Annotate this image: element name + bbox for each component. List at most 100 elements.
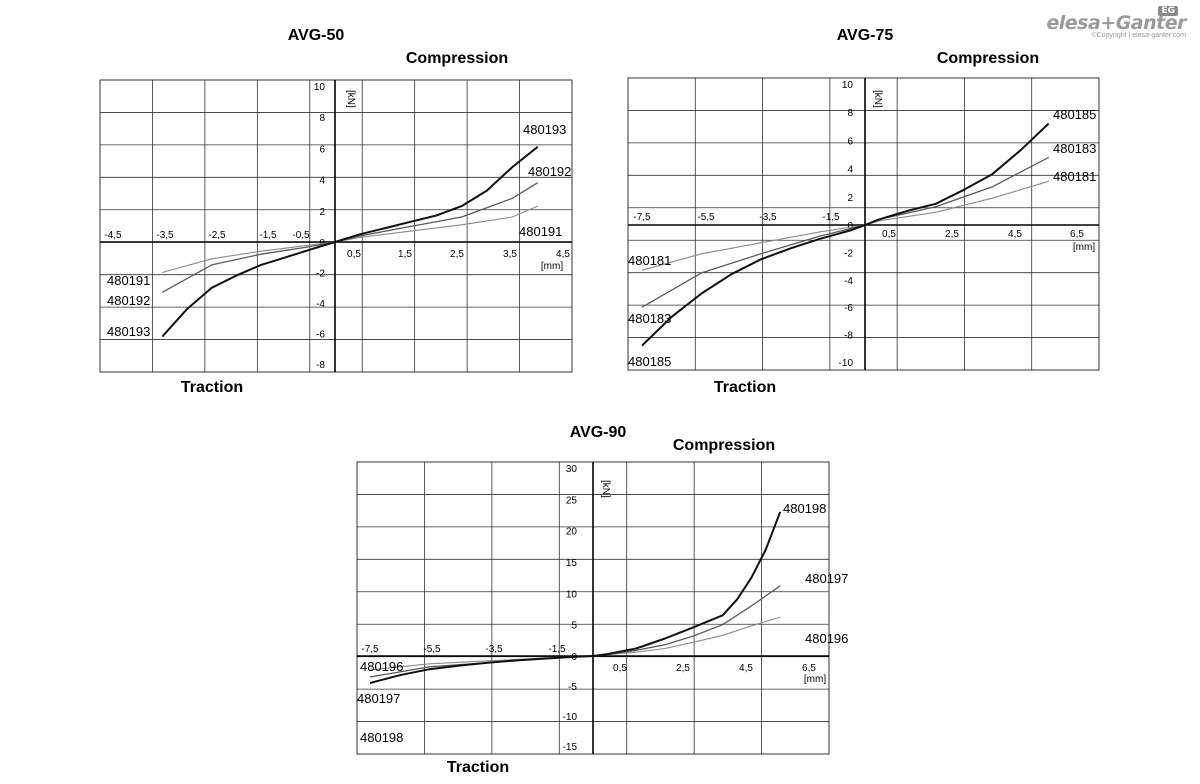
chart-avg-75-series-label-neg-480181: 480181 [628, 253, 671, 268]
chart-avg-90-series-label-neg-480198: 480198 [360, 730, 403, 745]
chart-avg-50-y-tick: -6 [316, 330, 325, 341]
chart-avg-50-x-tick: -1,5 [259, 230, 277, 241]
chart-avg-90-y-tick: 20 [566, 527, 578, 538]
chart-avg-75-x-tick: -3,5 [759, 212, 777, 223]
chart-avg-90-x-tick: 6,5 [802, 663, 816, 674]
chart-avg-90-x-tick: -5,5 [423, 644, 441, 655]
chart-avg-75-x-tick: 2,5 [945, 229, 959, 240]
chart-avg-75-y-tick: 0 [847, 221, 853, 232]
chart-avg-90-x-tick: -1,5 [548, 644, 566, 655]
chart-avg-50-y-tick: -2 [316, 269, 325, 280]
chart-avg-75-series-label-480183: 480183 [1053, 141, 1096, 156]
chart-avg-75-x-unit: [mm] [1073, 242, 1095, 253]
chart-avg-50-y-tick: -8 [316, 360, 325, 371]
chart-avg-90-traction-label: Traction [447, 759, 509, 776]
chart-avg-75-y-tick: -10 [839, 358, 854, 369]
chart-avg-90-y-unit: [kN] [600, 480, 611, 498]
chart-avg-75-x-tick: 4,5 [1008, 229, 1022, 240]
chart-avg-90-series-label-480197: 480197 [805, 571, 848, 586]
chart-avg-75-x-tick: -7,5 [633, 212, 651, 223]
chart-avg-90-title: AVG-90 [570, 424, 627, 441]
chart-avg-50-x-unit: [mm] [541, 261, 563, 272]
chart-avg-75-plot-frame [627, 77, 1100, 371]
brand-name: elesa+Ganter [1046, 12, 1186, 34]
chart-avg-50-y-tick: 4 [319, 176, 325, 187]
chart-avg-90-y-tick: -5 [568, 682, 577, 693]
chart-avg-90-compression-label: Compression [673, 437, 775, 454]
chart-avg-50-plot-frame [99, 79, 573, 373]
chart-avg-50-x-tick: 2,5 [450, 249, 464, 260]
chart-avg-50-x-tick: 1,5 [398, 249, 412, 260]
chart-avg-75-y-tick: 8 [847, 108, 853, 119]
chart-avg-50-x-tick: 3,5 [503, 249, 517, 260]
chart-avg-90-series-480196 [369, 616, 781, 671]
chart-avg-75-y-tick: -6 [844, 303, 853, 314]
chart-avg-90-y-tick: -15 [563, 742, 578, 753]
chart-avg-75-x-tick: 6,5 [1070, 229, 1084, 240]
chart-avg-75-traction-label: Traction [714, 379, 776, 396]
chart-avg-75-x-tick: 0,5 [882, 229, 896, 240]
chart-avg-75-series-480185 [641, 122, 1050, 347]
chart-avg-75-y-tick: 4 [847, 165, 853, 176]
chart-avg-50-x-tick: -3,5 [156, 230, 174, 241]
chart-avg-50-x-tick: -4,5 [104, 230, 122, 241]
chart-avg-90-x-tick: -3,5 [485, 644, 503, 655]
chart-avg-75-series-label-480185: 480185 [1053, 107, 1096, 122]
chart-avg-50-y-tick: 6 [319, 144, 325, 155]
chart-avg-90-x-unit: [mm] [804, 674, 826, 685]
chart-avg-50-series-label-480192: 480192 [528, 164, 571, 179]
chart-avg-90-series-label-480198: 480198 [783, 501, 826, 516]
chart-avg-90-x-tick: -7,5 [361, 644, 379, 655]
chart-avg-50-title: AVG-50 [288, 27, 345, 44]
chart-avg-90-y-tick: 10 [566, 589, 578, 600]
chart-avg-50-x-tick: 4,5 [556, 249, 570, 260]
chart-avg-50-series-label-480191: 480191 [519, 224, 562, 239]
chart-avg-90-y-tick: 5 [571, 621, 577, 632]
chart-avg-75-y-tick: -2 [844, 248, 853, 259]
chart-avg-50-y-unit: [kN] [345, 90, 356, 108]
chart-avg-50-series-label-480193: 480193 [523, 122, 566, 137]
chart-avg-50-x-tick: -0,5 [292, 230, 310, 241]
chart-avg-75-y-tick: -4 [844, 276, 853, 287]
chart-avg-50-series-label-neg-480192: 480192 [107, 293, 150, 308]
chart-avg-75-x-tick: -5,5 [697, 212, 715, 223]
chart-avg-90-y-tick: 15 [566, 558, 578, 569]
chart-avg-75-y-unit: [kN] [872, 90, 883, 108]
brand-badge: EG [1158, 6, 1178, 16]
chart-avg-90-x-tick: 4,5 [739, 663, 753, 674]
chart-avg-75-y-tick: 2 [847, 193, 853, 204]
chart-avg-50-y-tick: 8 [319, 113, 325, 124]
chart-avg-75-title: AVG-75 [837, 27, 894, 44]
chart-avg-75-y-tick: 10 [842, 80, 854, 91]
chart-avg-75-x-tick: -1,5 [822, 212, 840, 223]
chart-avg-50-y-tick: 10 [314, 82, 326, 93]
brand-copyright: ©Copyright | elesa-ganter.com [1091, 32, 1186, 39]
chart-avg-75-series-label-neg-480185: 480185 [628, 354, 671, 369]
chart-avg-50-y-tick: -4 [316, 299, 325, 310]
chart-avg-90-x-tick: 2,5 [676, 663, 690, 674]
chart-avg-90-series-label-480196: 480196 [805, 631, 848, 646]
brand-logo: EG elesa+Ganter ©Copyright | elesa-gante… [1046, 6, 1186, 39]
chart-avg-90-series-label-neg-480196: 480196 [360, 659, 403, 674]
chart-avg-50-x-tick: 0,5 [347, 249, 361, 260]
chart-avg-50-series-480193 [161, 146, 539, 338]
chart-avg-90-y-tick: -10 [563, 712, 578, 723]
chart-avg-50-x-tick: -2,5 [208, 230, 226, 241]
chart-avg-75-compression-label: Compression [937, 50, 1039, 67]
chart-avg-75-y-tick: -8 [844, 331, 853, 342]
chart-avg-50-traction-label: Traction [181, 379, 243, 396]
chart-avg-90-y-tick: 30 [566, 464, 578, 475]
chart-avg-50-series-480191 [162, 205, 538, 274]
chart-avg-90-series-480198 [369, 511, 782, 684]
chart-avg-50-y-tick: 2 [319, 207, 325, 218]
chart-avg-75-y-tick: 6 [847, 136, 853, 147]
chart-avg-90-x-tick: 0,5 [613, 663, 627, 674]
chart-avg-90-y-tick: 25 [566, 495, 578, 506]
chart-avg-50-compression-label: Compression [406, 50, 508, 67]
chart-avg-50-series-label-neg-480193: 480193 [107, 324, 150, 339]
chart-avg-90-series-label-neg-480197: 480197 [357, 691, 400, 706]
chart-avg-75-series-label-neg-480183: 480183 [628, 311, 671, 326]
chart-avg-75-series-label-480181: 480181 [1053, 169, 1096, 184]
